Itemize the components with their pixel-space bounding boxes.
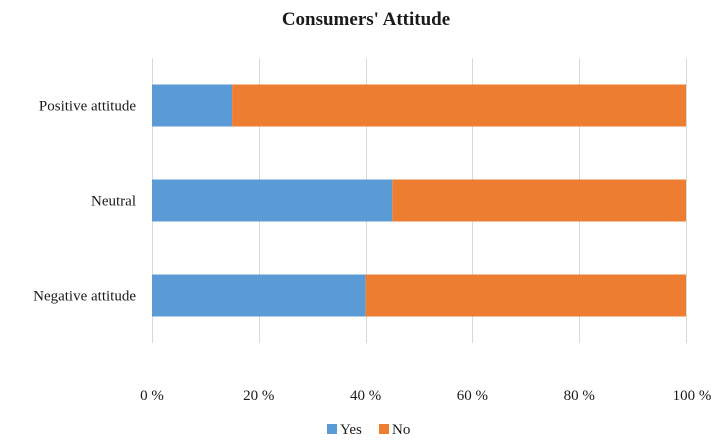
- legend: Yes No: [327, 422, 410, 438]
- chart-title: Consumers' Attitude: [282, 9, 450, 30]
- x-tick-label: 20 %: [243, 388, 274, 404]
- category-label: Neutral: [91, 194, 136, 210]
- legend-label-no: No: [392, 422, 410, 438]
- x-tick-label: 40 %: [350, 388, 381, 404]
- bar-yes-neutral: [152, 179, 393, 222]
- x-axis-ticks: 0 % 20 % 40 % 60 % 80 % 100 %: [140, 388, 711, 404]
- x-tick-label: 0 %: [140, 388, 164, 404]
- bar-no-neutral: [392, 179, 686, 222]
- x-tick-label: 80 %: [564, 388, 595, 404]
- bar-no-negative-attitude: [365, 274, 686, 317]
- bar-yes-negative-attitude: [152, 274, 366, 317]
- bar-yes-positive-attitude: [152, 84, 233, 127]
- bars: [152, 84, 686, 317]
- x-tick-label: 100 %: [673, 388, 712, 404]
- bar-no-positive-attitude: [232, 84, 686, 127]
- legend-swatch-yes: [327, 424, 337, 434]
- category-label: Positive attitude: [39, 99, 136, 115]
- legend-label-yes: Yes: [340, 422, 362, 438]
- x-tick-label: 60 %: [457, 388, 488, 404]
- category-label: Negative attitude: [33, 289, 136, 305]
- category-labels: Positive attitude Neutral Negative attitud…: [33, 99, 136, 305]
- legend-swatch-no: [379, 424, 389, 434]
